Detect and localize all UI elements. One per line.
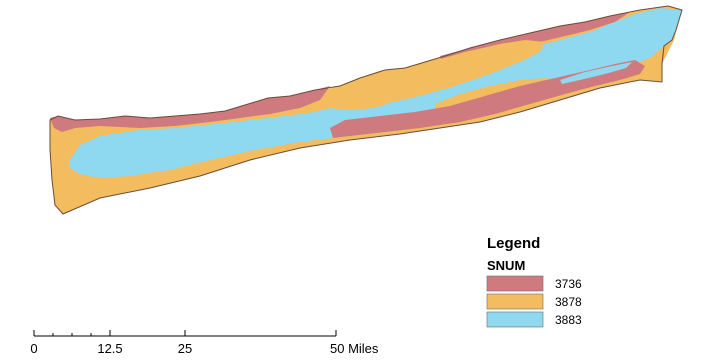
legend-title: Legend (487, 235, 540, 252)
legend-label: 3883 (555, 313, 582, 327)
legend: Legend SNUM 3736 3878 3883 (486, 235, 582, 328)
scale-label: 0 (30, 341, 37, 356)
legend-swatch (486, 311, 544, 328)
scale-bar: 0 12.5 25 50 Miles (30, 330, 379, 356)
region-3878-north-lobe (330, 40, 545, 108)
legend-field-name: SNUM (487, 258, 525, 273)
scale-label: 25 (178, 341, 192, 356)
legend-label: 3736 (555, 277, 582, 291)
scale-label: 50 Miles (330, 341, 379, 356)
legend-swatch (486, 275, 544, 292)
scale-label: 12.5 (97, 341, 122, 356)
legend-item-3878: 3878 (486, 293, 582, 310)
region-3883-inset (560, 62, 632, 84)
legend-item-3883: 3883 (486, 311, 582, 328)
map-features (49, 5, 683, 215)
county-outline (49, 5, 683, 215)
legend-swatch (486, 293, 544, 310)
legend-item-3736: 3736 (486, 275, 582, 292)
region-3736-northwest (50, 86, 330, 132)
legend-label: 3878 (555, 295, 582, 309)
